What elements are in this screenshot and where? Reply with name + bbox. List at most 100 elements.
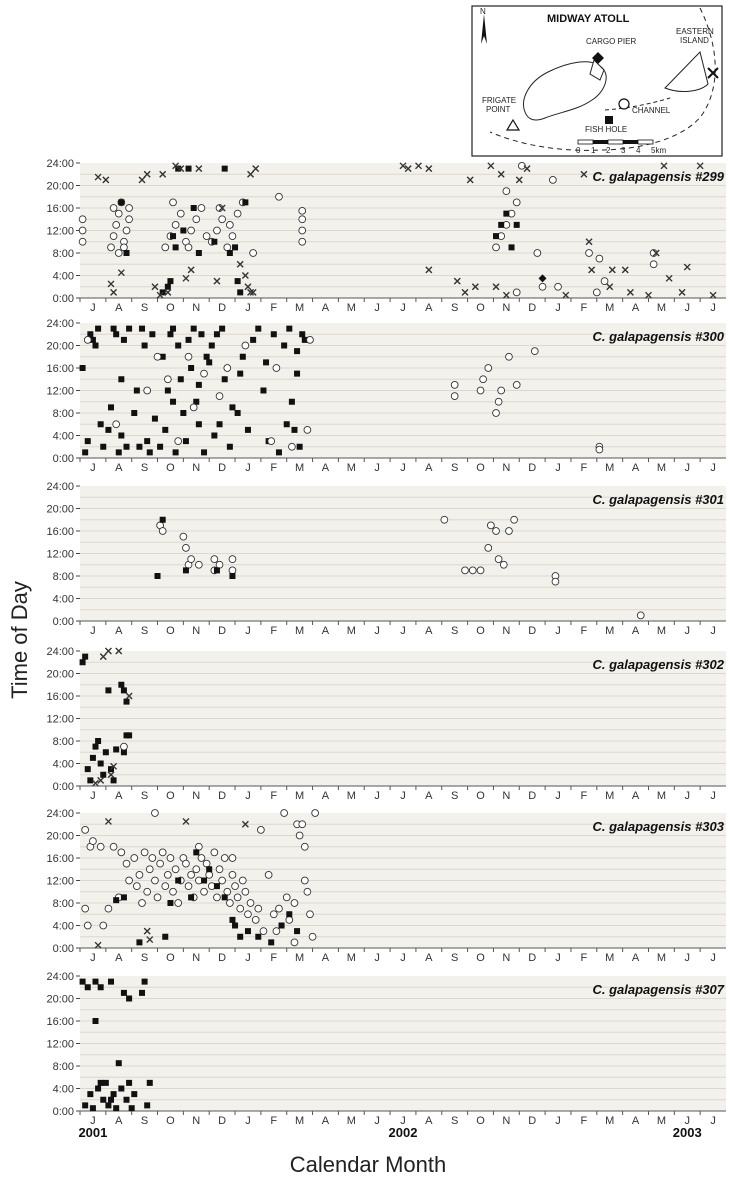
x-tick-label: J <box>555 625 561 637</box>
data-point <box>118 376 125 383</box>
data-point <box>197 854 206 862</box>
data-point <box>518 161 526 170</box>
x-tick-label: A <box>632 462 640 474</box>
data-point <box>89 837 97 845</box>
data-point <box>498 221 505 228</box>
data-point <box>213 883 220 890</box>
x-tick-label: S <box>141 952 148 964</box>
data-point <box>139 989 146 996</box>
data-point <box>179 532 188 541</box>
data-point <box>195 381 202 388</box>
x-tick-label: D <box>528 952 536 964</box>
frigate-point-label-1: FRIGATE <box>482 96 516 105</box>
x-tick-label: J <box>374 302 380 314</box>
data-point <box>281 342 288 349</box>
data-point <box>82 653 89 660</box>
data-point <box>112 420 121 429</box>
data-point <box>130 854 139 862</box>
data-point <box>126 995 133 1002</box>
data-point <box>180 227 187 234</box>
data-point <box>298 226 307 235</box>
x-tick-label: J <box>90 790 96 802</box>
x-tick-label: J <box>684 302 690 314</box>
data-point <box>223 364 232 372</box>
data-point <box>487 521 495 530</box>
scale-label: 1 <box>591 146 596 155</box>
x-tick-label: O <box>166 462 175 474</box>
data-point <box>229 404 236 411</box>
y-tick-label: 0:00 <box>53 616 74 628</box>
data-point <box>213 893 221 902</box>
x-tick-label: D <box>218 625 226 637</box>
data-point <box>223 887 232 896</box>
eastern-island-marker <box>707 67 719 79</box>
data-point <box>170 233 177 240</box>
x-tick-label: A <box>632 952 640 964</box>
data-point <box>104 647 112 655</box>
data-point <box>84 438 91 445</box>
y-tick-label: 16:00 <box>46 363 74 375</box>
eastern-island-label-2: ISLAND <box>680 36 709 45</box>
x-tick-label: N <box>192 952 200 964</box>
data-point <box>621 266 629 274</box>
data-point <box>275 904 283 913</box>
data-point <box>215 392 224 400</box>
data-point <box>259 927 268 935</box>
data-point <box>272 364 281 372</box>
data-point <box>505 352 513 361</box>
data-point <box>206 866 213 873</box>
x-tick-label: A <box>632 790 640 802</box>
sand-island-shape <box>523 61 607 121</box>
data-point <box>294 348 301 355</box>
data-point <box>190 325 197 332</box>
x-tick-label: A <box>115 462 123 474</box>
data-point <box>125 215 133 224</box>
y-tick-label: 12:00 <box>46 714 74 726</box>
data-point <box>298 215 307 224</box>
x-tick-label: N <box>502 952 510 964</box>
data-point <box>215 865 224 874</box>
data-point <box>551 577 560 586</box>
data-point <box>92 743 99 750</box>
data-point <box>237 289 244 296</box>
data-point <box>123 698 130 705</box>
data-point <box>228 555 237 563</box>
data-point <box>79 365 86 371</box>
data-point <box>97 421 104 428</box>
data-point <box>89 336 96 343</box>
x-tick-label: J <box>400 790 406 802</box>
x-tick-label: M <box>657 790 666 802</box>
data-point <box>513 221 520 228</box>
x-tick-label: M <box>347 952 356 964</box>
x-tick-label: S <box>141 1115 148 1127</box>
data-point <box>114 209 123 218</box>
chart-panel: 0:00 4:00 8:00 12:00 16:00 20:00 24:00 J A S O N D J F… <box>46 646 726 802</box>
x-tick-label: S <box>451 952 458 964</box>
x-tick-label: A <box>115 625 123 637</box>
data-point <box>585 238 593 246</box>
x-tick-label: M <box>295 302 304 314</box>
data-point <box>231 882 239 890</box>
x-tick-label: J <box>245 790 251 802</box>
x-tick-label: O <box>476 790 485 802</box>
data-point <box>562 291 570 299</box>
data-point <box>185 165 192 172</box>
x-tick-label: M <box>295 462 304 474</box>
x-tick-label: O <box>476 302 485 314</box>
data-point <box>113 746 120 753</box>
data-point <box>153 893 162 902</box>
data-point <box>149 331 156 338</box>
data-point <box>595 254 604 263</box>
x-tick-label: M <box>295 790 304 802</box>
data-point <box>164 375 172 384</box>
data-point <box>102 176 110 184</box>
data-point <box>182 567 189 574</box>
y-tick-label: 16:00 <box>46 526 74 538</box>
data-point <box>502 291 510 299</box>
x-tick-label: N <box>192 625 200 637</box>
data-point <box>109 204 118 212</box>
x-tick-label: M <box>347 302 356 314</box>
x-tick-label: M <box>605 952 614 964</box>
data-point <box>213 277 221 285</box>
data-point <box>96 842 105 851</box>
